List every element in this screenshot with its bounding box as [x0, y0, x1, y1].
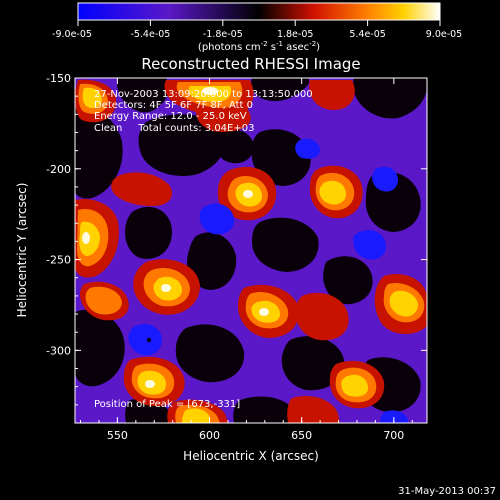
x-tick-label: 600: [199, 429, 220, 442]
colorbar-tick-label: -1.8e-05: [203, 29, 243, 40]
y-tick-label: -150: [46, 72, 71, 85]
colorbar-tick-label: 5.4e-05: [349, 29, 385, 40]
x-axis-label: Heliocentric X (arcsec): [183, 449, 319, 463]
chart-title: Reconstructed RHESSI Image: [141, 55, 360, 73]
peak-marker: [147, 338, 151, 342]
annotation-clean: Clean Total counts: 3.04E+03: [94, 123, 254, 134]
y-tick-label: -250: [46, 254, 71, 267]
colorbar-tick-label: 9.0e-05: [426, 29, 462, 40]
annotation-energy: Energy Range: 12.0 - 25.0 keV: [94, 111, 247, 122]
plot-frame: [74, 77, 428, 424]
heatmap-blue-regions: [128, 138, 408, 423]
colorbar-tick-label: 1.8e-05: [277, 29, 313, 40]
y-tick-label: -300: [46, 344, 71, 357]
annotation-peak: Position of Peak = [673,-331]: [94, 399, 240, 410]
colorbar-tick-label: -9.0e-05: [52, 29, 92, 40]
colorbar-tick-label: -5.4e-05: [130, 29, 170, 40]
annotation-time: 27-Nov-2003 13:09:20.000 to 13:13:50.000: [94, 89, 313, 100]
colorbar: [77, 2, 441, 21]
colorbar-ticks: -9.0e-05 -5.4e-05 -1.8e-05 1.8e-05 5.4e-05 9.…: [52, 20, 462, 40]
x-tick-label: 700: [383, 429, 404, 442]
x-tick-label: 650: [291, 429, 312, 442]
heatmap-image: [75, 78, 427, 423]
x-tick-label: 550: [107, 429, 128, 442]
annotation-detectors: Detectors: 4F 5F 6F 7F 8F, Att 0: [94, 100, 253, 111]
heatmap-white-spots: [82, 87, 269, 388]
colorbar-units: (photons cm-2 s-1 asec-2): [198, 40, 320, 53]
footer-date: 31-May-2013 00:37: [398, 486, 496, 497]
y-tick-label: -200: [46, 163, 71, 176]
y-axis-label: Heliocentric Y (arcsec): [15, 183, 29, 318]
heatmap-yellow-regions: [79, 86, 418, 423]
axis-ticks: 550 600 650 700 -150 -200 -250 -300: [46, 72, 427, 442]
